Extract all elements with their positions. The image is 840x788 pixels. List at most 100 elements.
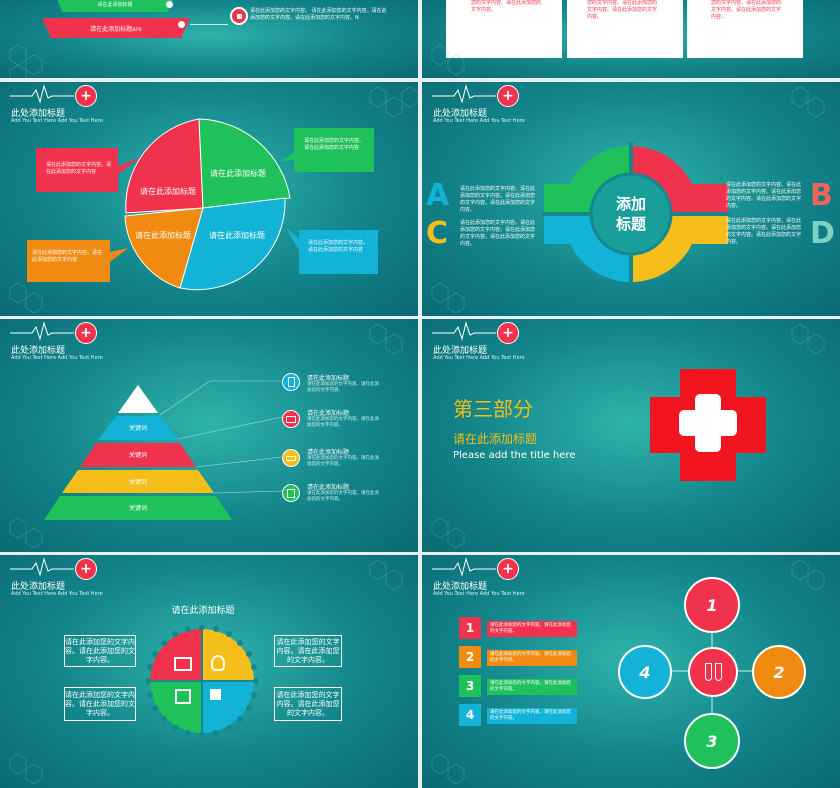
item-title: 请在此添加标题 <box>307 484 350 491</box>
numbered-item: 请在此添加您的文字内容。请在此添加您的文字内容。 <box>487 650 577 666</box>
medical-cross-icon: + <box>497 85 519 107</box>
slice-label: 请在此添加标题 <box>135 231 191 240</box>
letter-b: B <box>810 178 833 213</box>
hexagon-pattern <box>9 44 43 78</box>
circle-node: 1 <box>684 577 740 633</box>
phone-icon <box>282 373 300 391</box>
cube-icon <box>210 689 221 700</box>
slide-title: 此处添加标题 <box>433 582 488 592</box>
medical-cross-graphic <box>650 369 766 481</box>
pyramid-tier-label: 关键词 <box>128 452 147 459</box>
number-badge: 2 <box>459 646 481 668</box>
dot-marker <box>166 1 173 8</box>
medical-cross-icon: + <box>497 322 519 344</box>
slide-subtitle: Add You Text Here Add You Text Here <box>11 591 103 597</box>
ring-diagram <box>542 142 732 286</box>
medical-cross-icon: + <box>75 85 97 107</box>
slide-title: 此处添加标题 <box>11 109 66 119</box>
section-title: 请在此添加标题 <box>453 432 538 446</box>
hexagon-pattern <box>369 86 418 118</box>
hexagon-pattern <box>791 86 825 118</box>
monitor-icon <box>282 410 300 428</box>
slide-title: 此处添加标题 <box>433 346 488 356</box>
slide-subtitle: Add You Text Here Add You Text Here <box>433 355 525 361</box>
section-part: 第三部分 <box>453 397 533 421</box>
calendar-icon <box>175 689 191 704</box>
slide-subtitle: Add You Text Here Add You Text Here <box>11 355 103 361</box>
funnel-top-label: 请在此添加标题 <box>97 1 133 8</box>
item-desc: 请在此添加您的文字内容。请在此添加您的文字内容。 <box>307 456 379 467</box>
number-badge: 1 <box>459 617 481 639</box>
circle-node: 4 <box>618 645 672 699</box>
chart-icon <box>230 7 248 25</box>
hexagon-pattern <box>369 559 403 591</box>
slide-subtitle: Add You Text Here Add You Text Here <box>11 118 103 124</box>
test-tube-icon <box>688 647 738 697</box>
hexagon-pattern <box>9 517 43 549</box>
hexagon-pattern <box>791 559 825 591</box>
ring-center-title: 添加 标题 <box>591 194 671 234</box>
hexagon-pattern <box>431 44 465 76</box>
letter-c: C <box>426 216 449 251</box>
circle-node: 3 <box>684 713 740 769</box>
pyramid-tier-label: 关键词 <box>128 425 147 432</box>
heartbeat-line <box>432 321 496 341</box>
slide-1[interactable]: 请在此添加标题 请在此添加标题are 请在此添加您的文字内容。 请在此添加您的文… <box>0 0 418 78</box>
heartbeat-line <box>10 557 74 577</box>
callout-text: 请在此添加您的文字内容。请在此添加您的文字内容 <box>46 162 112 175</box>
heartbeat-line <box>10 321 74 341</box>
slide-subtitle: Add You Text Here Add You Text Here <box>433 118 525 124</box>
monitor-icon <box>174 657 192 671</box>
slice-label: 请在此添加标题 <box>210 169 266 178</box>
funnel-bottom-tier <box>42 18 190 38</box>
hexagon-pattern <box>431 517 465 549</box>
pie-slice-red <box>125 118 204 214</box>
callout-text: 请在此添加您的文字内容。请在此添加您的文字内容 <box>304 138 365 151</box>
gear-title: 请在此添加标题 <box>171 606 235 616</box>
slice-label: 请在此添加标题 <box>209 231 265 240</box>
funnel-top-tier <box>55 0 175 12</box>
text-card: 您的文字内容。请在此添加您的文字内容。请在此添加您的文字内容。 <box>687 0 803 58</box>
numbered-item: 请在此添加您的文字内容。请在此添加您的文字内容。 <box>487 621 577 637</box>
medical-cross-icon: + <box>75 322 97 344</box>
hexagon-pattern <box>431 753 465 785</box>
medical-cross-icon: + <box>497 558 519 580</box>
ring-text: 请在此添加您的文字内容。请在此添加您的文字内容。请在此添加您的文字内容。请在此添… <box>726 218 802 245</box>
slide-8[interactable]: + 此处添加标题 Add You Text Here Add You Text … <box>422 555 840 788</box>
slide-4[interactable]: + 此处添加标题 Add You Text Here Add You Text … <box>422 82 840 316</box>
slide1-desc: 请在此添加您的文字内容。 请在此添加您的文字内容。请在此添加您的文字内容。请在此… <box>250 8 387 21</box>
pyramid-tier-label: 关键词 <box>128 479 147 486</box>
dot-marker <box>178 21 185 28</box>
funnel-bottom-label: 请在此添加标题are <box>90 25 142 33</box>
item-desc: 请在此添加您的文字内容。请在此添加您的文字内容。 <box>307 417 379 428</box>
slide-3[interactable]: + 此处添加标题 Add You Text Here Add You Text … <box>0 82 418 316</box>
slide-title: 此处添加标题 <box>11 346 66 356</box>
slide-5[interactable]: + 此处添加标题 Add You Text Here Add You Text … <box>0 319 418 552</box>
gear-textbox: 请在此添加您的文字内容。请在此添加您的文字内容。 <box>64 687 136 721</box>
gear-diagram <box>146 625 258 737</box>
slide-7[interactable]: + 此处添加标题 Add You Text Here Add You Text … <box>0 555 418 788</box>
numbered-item: 请在此添加您的文字内容。请在此添加您的文字内容。 <box>487 708 577 724</box>
heartbeat-line <box>10 84 74 104</box>
medical-cross-icon: + <box>75 558 97 580</box>
slide-6[interactable]: + 此处添加标题 Add You Text Here Add You Text … <box>422 319 840 552</box>
gear-textbox: 请在此添加您的文字内容。请在此添加您的文字内容。 <box>64 635 136 667</box>
number-badge: 3 <box>459 675 481 697</box>
callout-red <box>36 148 140 192</box>
slide-2[interactable]: 您的文字内容。请在此添加您的文字内容。 您的文字内容。请在此添加您的文字内容。请… <box>422 0 840 78</box>
number-badge: 4 <box>459 704 481 726</box>
hexagon-pattern <box>9 753 43 785</box>
callout-text: 请在此添加您的文字内容。请在此添加您的文字内容 <box>308 240 369 253</box>
slice-label: 请在此添加标题 <box>140 187 196 196</box>
item-desc: 请在此添加您的文字内容。请在此添加您的文字内容。 <box>307 491 379 502</box>
letter-d: D <box>810 216 835 251</box>
book-icon <box>282 484 300 502</box>
pyramid-tier-label: 关键词 <box>128 505 147 512</box>
slide-title: 此处添加标题 <box>433 109 488 119</box>
section-subtitle: Please add the title here <box>453 450 576 461</box>
connector-line <box>190 24 228 25</box>
pie-chart <box>27 118 378 291</box>
item-title: 请在此添加标题 <box>307 375 350 382</box>
callout-orange <box>27 240 128 282</box>
gear-textbox: 请在此添加您的文字内容。请在此添加您的文字内容。 <box>274 687 342 721</box>
